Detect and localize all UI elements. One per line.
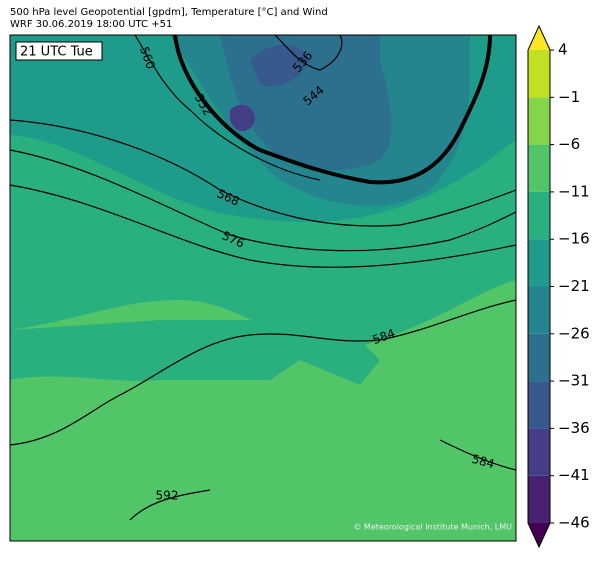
time-label: 21 UTC Tue bbox=[20, 45, 93, 60]
colorbar: 4 −1 −6 −11 −16 −21 −26 −31 −36 −41 −46 bbox=[527, 24, 590, 549]
credit: © Meteorological Institute Munich, LMU bbox=[353, 523, 512, 532]
temp-region bbox=[230, 104, 255, 132]
colorbar-band bbox=[528, 428, 550, 476]
title-line: WRF 30.06.2019 18:00 UTC +51 bbox=[10, 19, 172, 30]
colorbar-tick-label: −1 bbox=[558, 88, 580, 106]
colorbar-band bbox=[528, 381, 550, 429]
contour-line bbox=[9, 119, 517, 227]
colorbar-tick-label: −21 bbox=[558, 277, 590, 295]
map: 21 UTC Tue 560552536544568576584584592© … bbox=[9, 34, 517, 542]
contour-line bbox=[9, 184, 517, 268]
colorbar-tick-label: −11 bbox=[558, 182, 590, 200]
contour-line-bold bbox=[173, 34, 492, 185]
contour-line bbox=[439, 439, 517, 471]
colorbar-tick-label: −36 bbox=[558, 419, 590, 437]
contour-line bbox=[134, 34, 321, 181]
colorbar-band bbox=[528, 475, 550, 523]
colorbar-extend bbox=[528, 523, 550, 547]
colorbar-band bbox=[528, 286, 550, 334]
contour-line bbox=[274, 34, 343, 71]
colorbar-band bbox=[528, 191, 550, 240]
contour-line bbox=[9, 299, 517, 446]
contour-line bbox=[9, 149, 517, 252]
colorbar-band bbox=[528, 50, 550, 98]
colorbar-tick-label: −31 bbox=[558, 372, 590, 390]
time-label-box bbox=[15, 41, 103, 61]
colorbar-tick-label: −26 bbox=[558, 324, 590, 342]
colorbar-tick-label: −46 bbox=[558, 514, 590, 532]
colorbar-tick-label: 4 bbox=[558, 41, 568, 59]
colorbar-band bbox=[528, 333, 550, 382]
contour-label: 592 bbox=[156, 489, 179, 503]
colorbar-tick-label: −41 bbox=[558, 466, 590, 484]
colorbar-tick-label: −16 bbox=[558, 230, 590, 248]
colorbar-extend bbox=[528, 26, 550, 50]
colorbar-tick-label: −6 bbox=[558, 135, 580, 153]
colorbar-band bbox=[528, 239, 550, 287]
title-line: 500 hPa level Geopotential [gpdm], Tempe… bbox=[10, 7, 328, 18]
colorbar-band bbox=[528, 97, 550, 145]
colorbar-band bbox=[528, 144, 550, 192]
contours bbox=[9, 34, 517, 521]
map-frame bbox=[9, 34, 517, 542]
contour-line bbox=[129, 489, 211, 521]
contour-label: 584 bbox=[470, 452, 496, 471]
